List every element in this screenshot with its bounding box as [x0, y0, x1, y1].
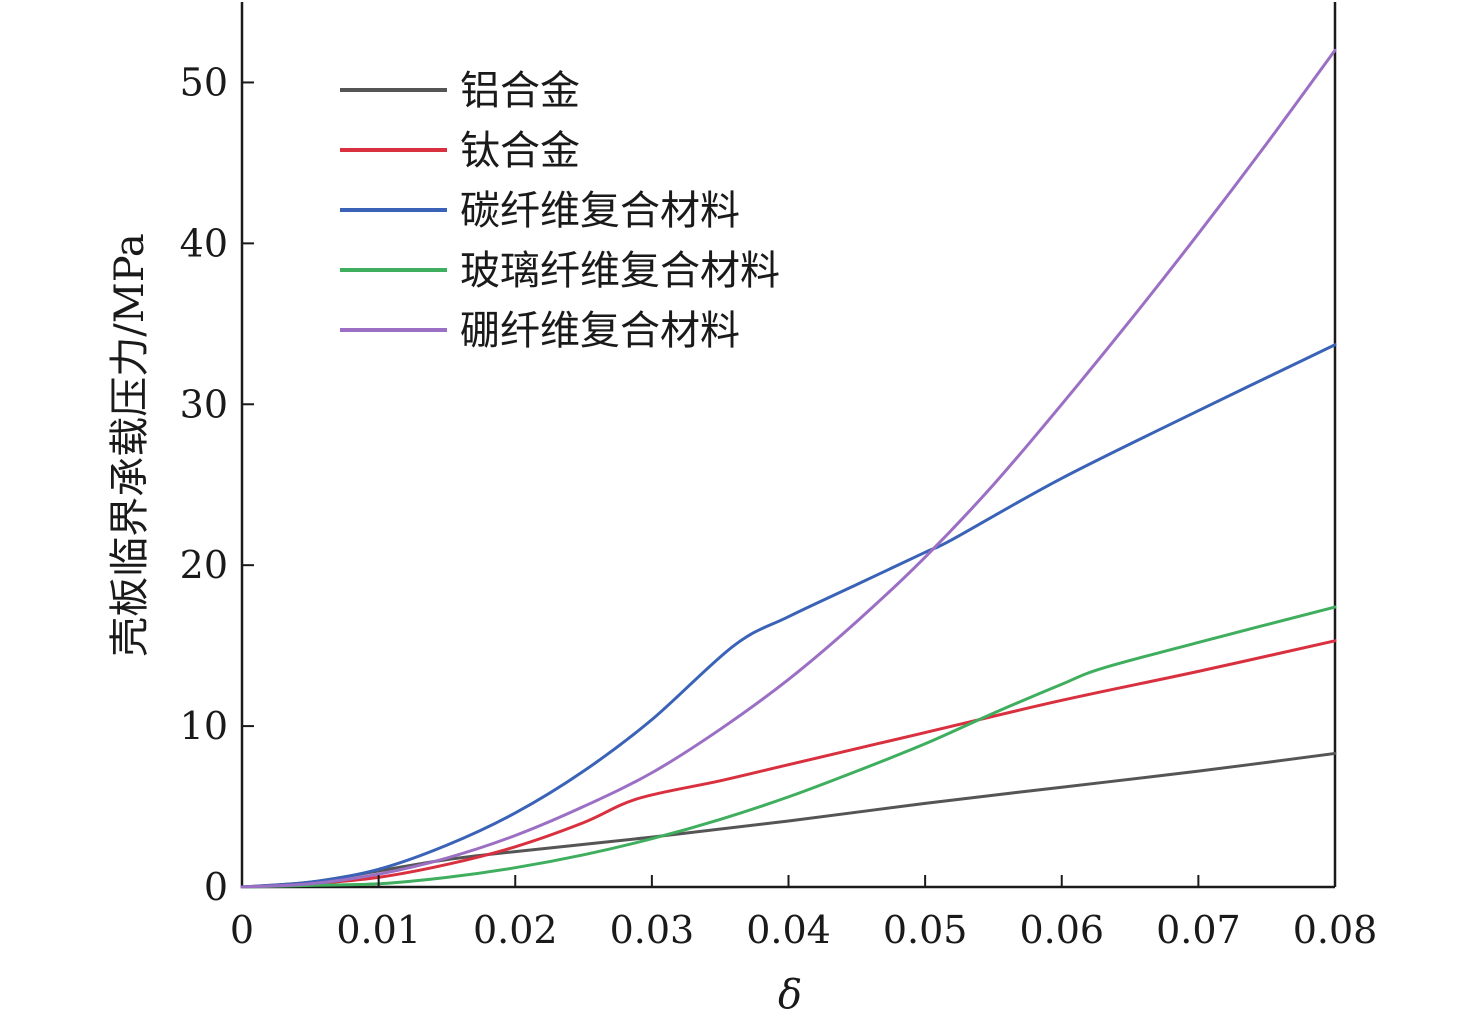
- x-tick-label: 0.08: [1293, 908, 1378, 952]
- legend-label-1: 铝合金: [460, 68, 580, 114]
- y-tick-label: 50: [180, 60, 228, 104]
- x-tick-label: 0.03: [610, 908, 695, 952]
- legend-label-2: 钛合金: [460, 128, 580, 174]
- x-tick-label: 0.06: [1019, 908, 1104, 952]
- legend-label-3: 碳纤维复合材料: [460, 188, 740, 234]
- legend-label-4: 玻璃纤维复合材料: [460, 248, 780, 294]
- x-tick-label: 0.01: [336, 908, 421, 952]
- y-axis-label: 壳板临界承载压力/MPa: [107, 233, 153, 656]
- x-axis-label: δ: [778, 972, 802, 1018]
- plot-frame: [240, 2, 1337, 889]
- series-line-1: [240, 751, 1337, 889]
- x-axis-ticks: 0 0.01 0.02 0.03 0.04 0.05 0.06 0.07 0.08: [230, 875, 1377, 952]
- series-line-5: [240, 48, 1337, 889]
- series-lines: [240, 48, 1337, 889]
- x-tick-label: 0.02: [473, 908, 558, 952]
- y-tick-label: 20: [180, 543, 228, 587]
- legend-label-5: 硼纤维复合材料: [460, 308, 740, 354]
- series-line-4: [240, 605, 1337, 889]
- series-line-3: [240, 343, 1337, 889]
- y-tick-label: 30: [180, 382, 228, 426]
- x-tick-label: 0: [230, 908, 254, 952]
- y-tick-label: 40: [180, 221, 228, 265]
- y-tick-label: 0: [204, 865, 228, 909]
- x-tick-label: 0.07: [1156, 908, 1241, 952]
- x-tick-label: 0.05: [883, 908, 968, 952]
- y-tick-label: 10: [180, 704, 228, 748]
- series-line-2: [240, 639, 1337, 889]
- x-tick-label: 0.04: [746, 908, 831, 952]
- y-axis-ticks: 0 10 20 30 40 50: [180, 60, 254, 909]
